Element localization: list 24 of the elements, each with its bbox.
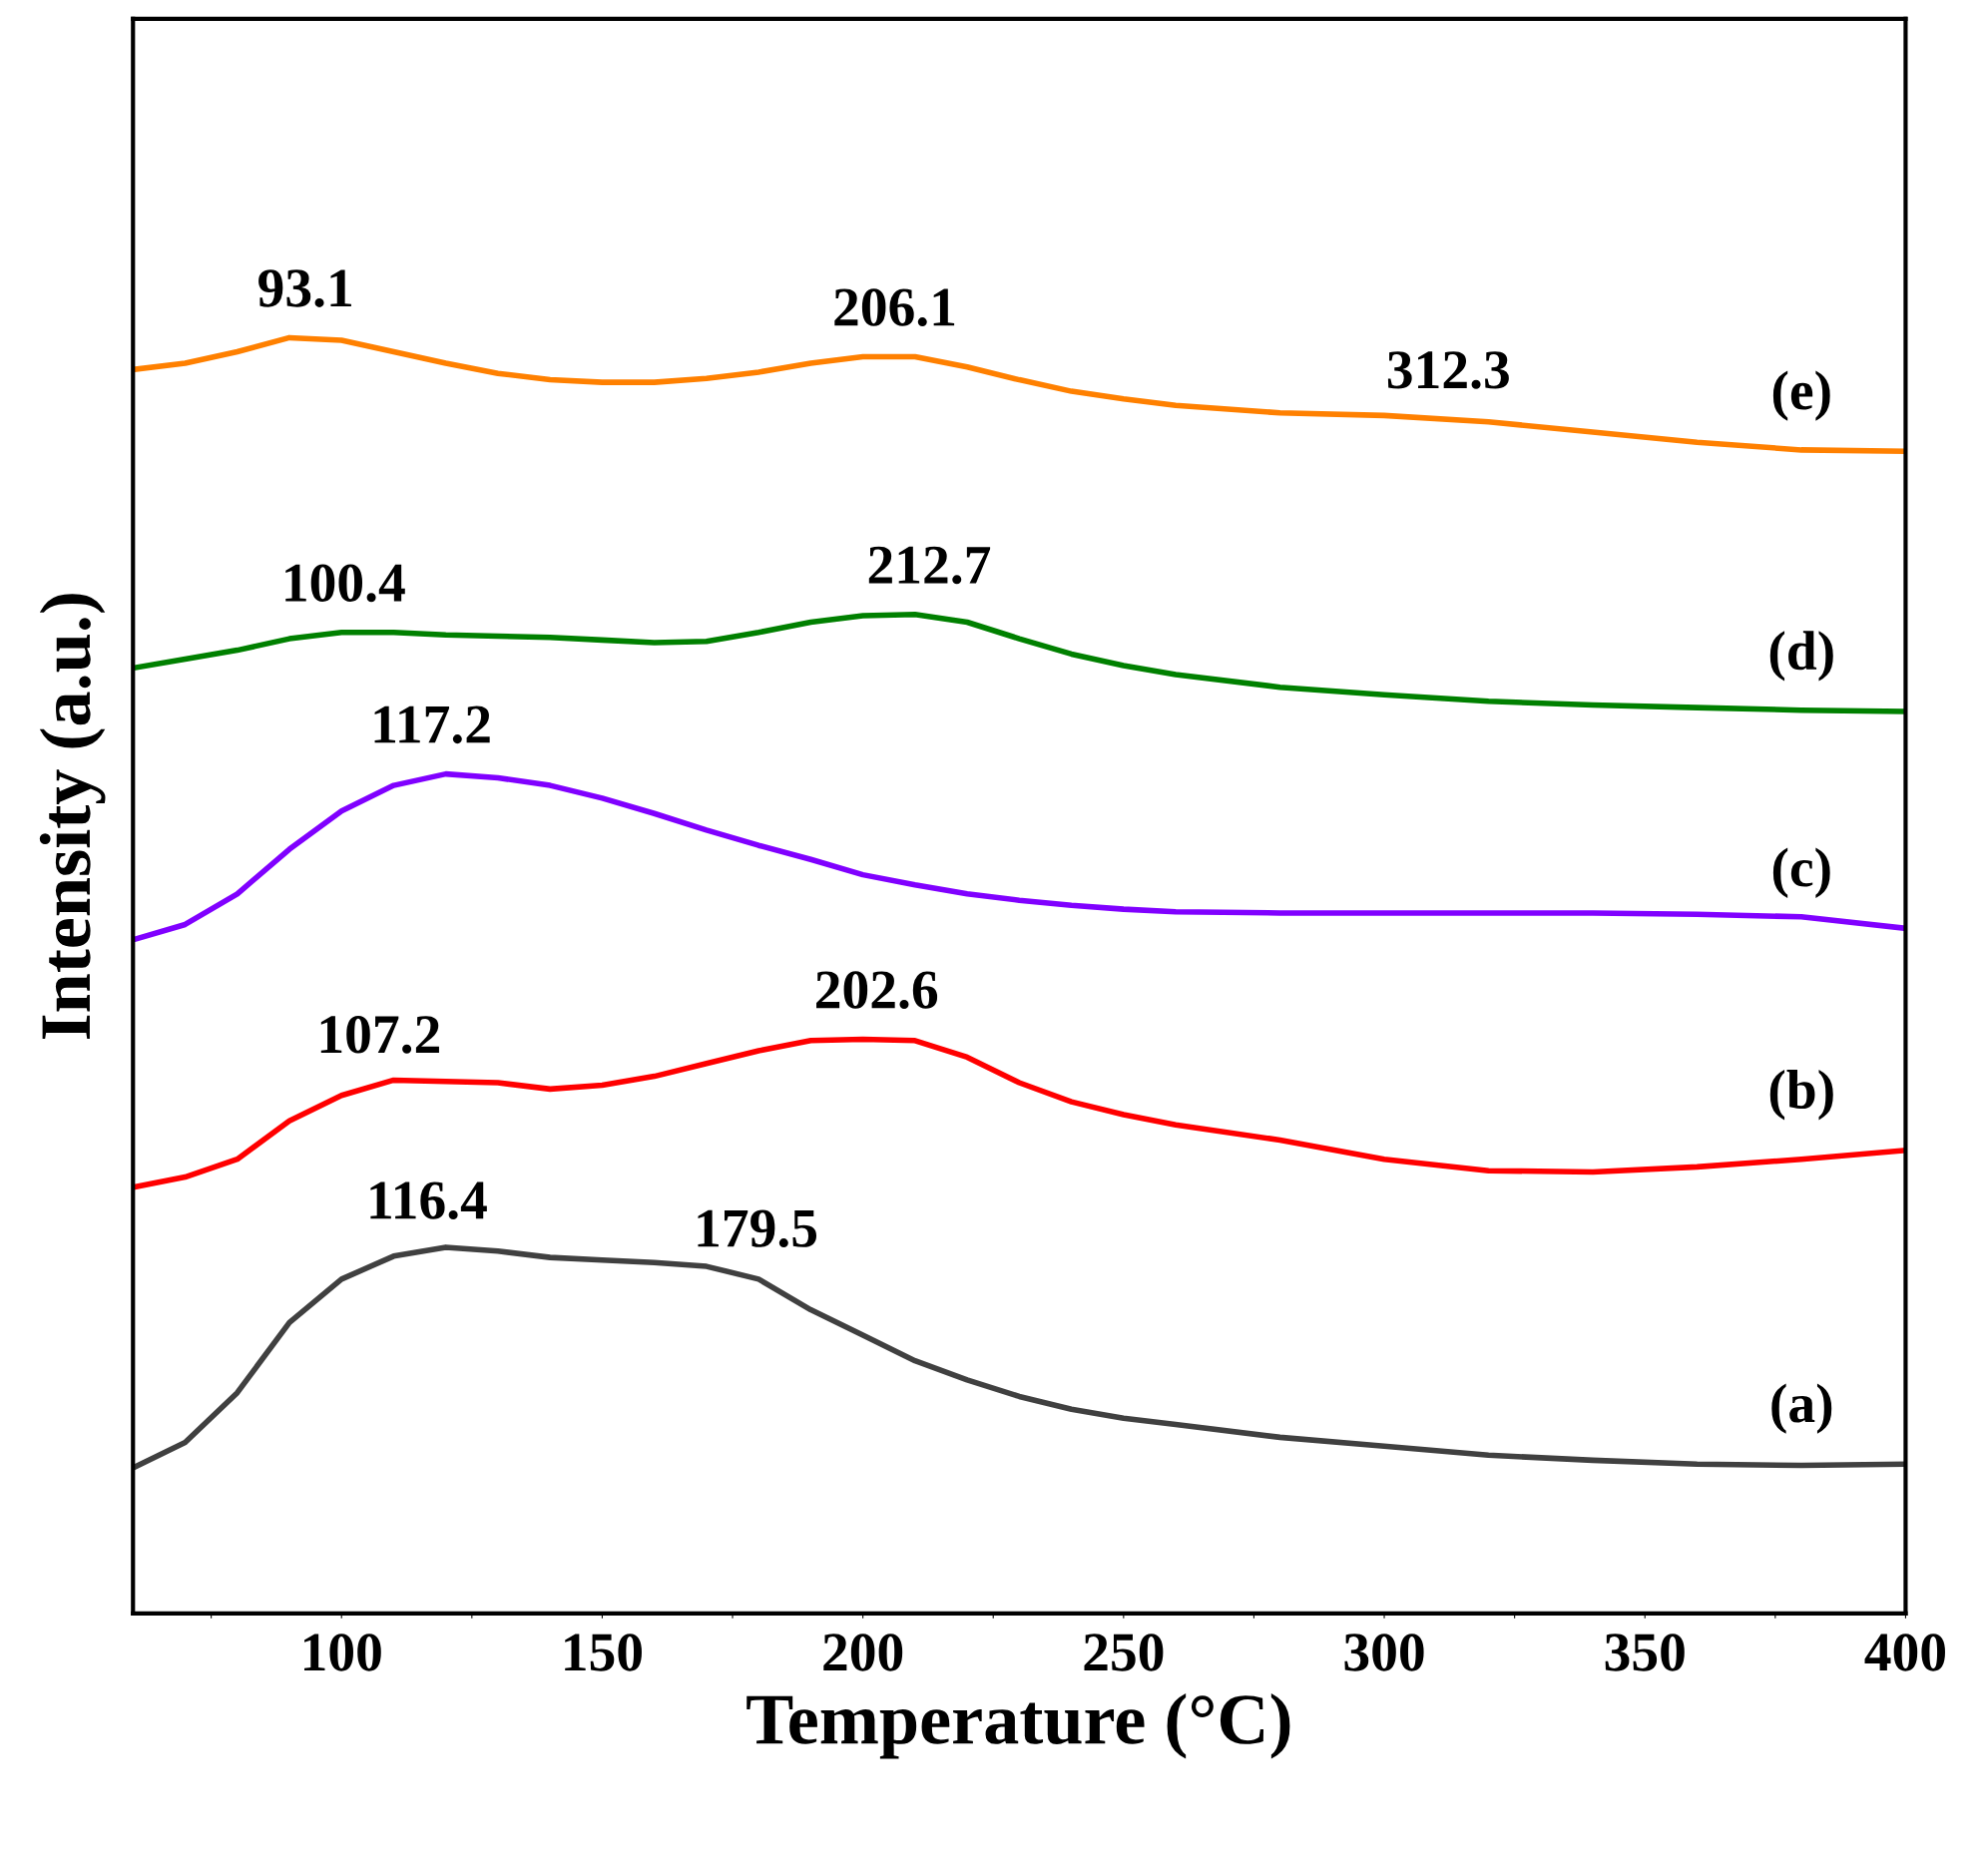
x-tick-label: 350 — [1605, 1634, 1685, 1671]
x-tick-label: 300 — [1344, 1634, 1424, 1671]
series-label: (d) — [1769, 631, 1833, 682]
annotation: 116.4 — [370, 1181, 487, 1219]
annotation: 107.2 — [320, 1016, 439, 1054]
annotation: 100.4 — [285, 564, 405, 603]
annotation: 202.6 — [816, 971, 938, 1010]
x-tick-label: 150 — [565, 1634, 642, 1671]
series-label: (c) — [1772, 847, 1830, 898]
series-label: (b) — [1769, 1069, 1833, 1121]
x-axis-title: Temperature (°C) — [746, 1693, 1290, 1759]
series-label: (e) — [1772, 370, 1830, 421]
annotation: 117.2 — [374, 705, 490, 744]
annotation: 212.7 — [868, 546, 991, 585]
x-tick-label: 400 — [1864, 1634, 1945, 1671]
y-axis-title: Intensity (a.u.) — [39, 594, 106, 1040]
annotation: 179.5 — [698, 1209, 817, 1248]
x-tick-label: 100 — [304, 1634, 381, 1671]
annotation: 206.1 — [834, 288, 955, 327]
annotation: 93.1 — [258, 269, 351, 307]
series-label: (a) — [1771, 1383, 1832, 1434]
annotation: 312.3 — [1387, 351, 1509, 389]
x-tick-label: 200 — [823, 1634, 903, 1671]
x-tick-label: 250 — [1084, 1634, 1164, 1671]
